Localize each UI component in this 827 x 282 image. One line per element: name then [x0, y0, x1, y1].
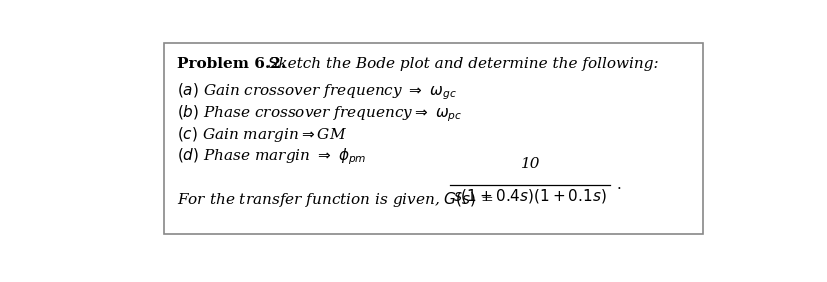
Text: $(a)$ Gain crossover frequency $\Rightarrow$ $\omega_{gc}$: $(a)$ Gain crossover frequency $\Rightar…	[177, 81, 457, 102]
Text: 10: 10	[520, 157, 539, 171]
Text: For the transfer function is given, $G(s)$ =: For the transfer function is given, $G(s…	[177, 190, 494, 209]
Text: $s(1+0.4s)(1+0.1s)$: $s(1+0.4s)(1+0.1s)$	[453, 187, 606, 205]
Text: $(c)$ Gain margin$\Rightarrow$GM: $(c)$ Gain margin$\Rightarrow$GM	[177, 125, 347, 144]
Text: $(d)$ Phase margin $\Rightarrow$ $\phi_{pm}$: $(d)$ Phase margin $\Rightarrow$ $\phi_{…	[177, 147, 366, 167]
Text: .: .	[616, 178, 621, 192]
Text: $(b)$ Phase crossover frequency$\Rightarrow$ $\omega_{pc}$: $(b)$ Phase crossover frequency$\Rightar…	[177, 103, 462, 124]
Text: Problem 6.2.: Problem 6.2.	[177, 57, 286, 70]
Text: Sketch the Bode plot and determine the following:: Sketch the Bode plot and determine the f…	[262, 57, 657, 70]
FancyBboxPatch shape	[165, 43, 703, 233]
